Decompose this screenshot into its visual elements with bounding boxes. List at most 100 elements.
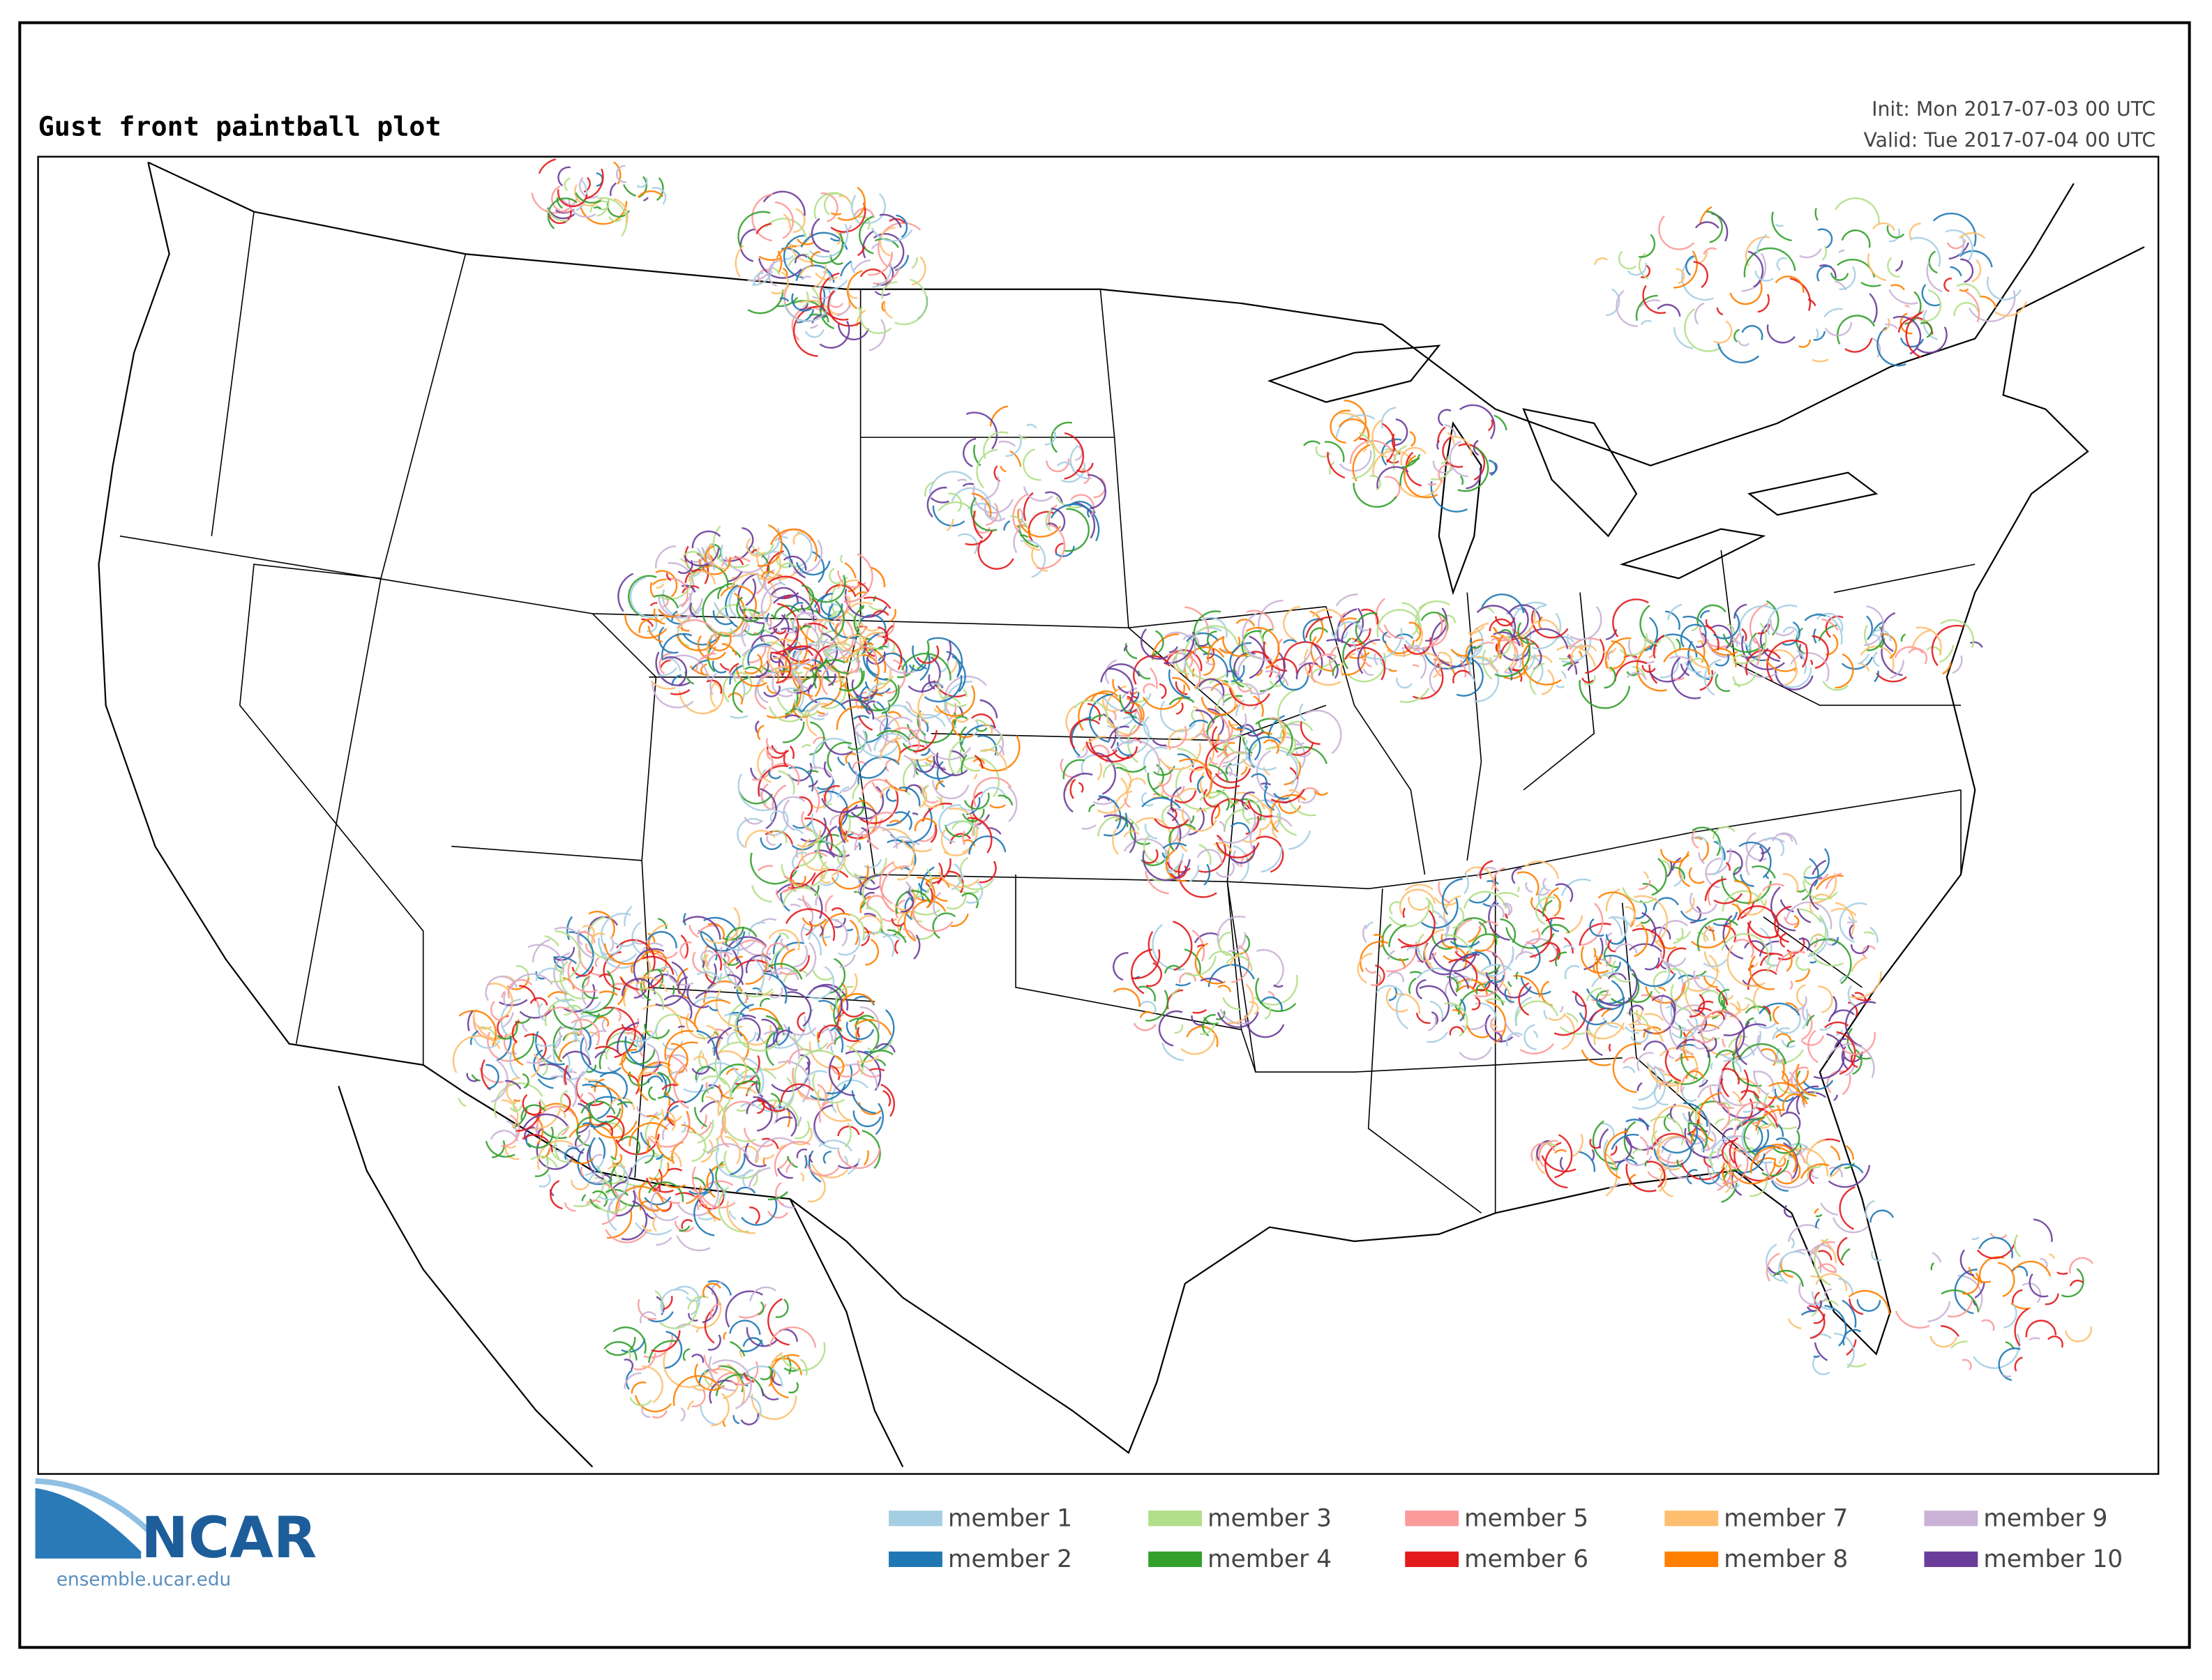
gust-front — [887, 711, 902, 718]
gust-front — [594, 1078, 605, 1092]
gust-front — [872, 262, 892, 288]
gust-front — [1660, 849, 1690, 863]
gust-front — [1807, 917, 1829, 958]
gust-front — [2045, 1293, 2059, 1306]
gust-front — [882, 918, 897, 922]
gust-front — [1815, 1273, 1848, 1292]
gust-front — [1395, 994, 1409, 1029]
gust-front — [1605, 934, 1627, 945]
gust-front — [681, 1219, 693, 1229]
gust-front — [615, 1133, 660, 1156]
gust-front — [556, 197, 564, 209]
gust-front — [780, 948, 796, 969]
gust-front — [816, 779, 834, 790]
gust-front — [1940, 619, 1975, 649]
gust-front — [760, 783, 772, 811]
gust-front — [1012, 493, 1028, 534]
gust-front — [1851, 957, 1867, 972]
gust-front — [1554, 1149, 1567, 1154]
gust-front — [808, 575, 846, 603]
gust-front — [768, 929, 800, 951]
gust-front — [1217, 693, 1234, 713]
gust-front — [936, 761, 946, 788]
gust-front — [1602, 1017, 1618, 1028]
gust-front — [744, 817, 764, 825]
gust-front — [730, 715, 748, 719]
gust-front — [926, 486, 947, 518]
gust-front — [1623, 1121, 1637, 1160]
gust-front — [1808, 1305, 1826, 1339]
gust-front — [1626, 672, 1648, 681]
gust-front — [840, 800, 864, 843]
gust-front — [917, 785, 928, 809]
gust-front — [940, 828, 949, 854]
gust-front — [868, 604, 883, 611]
gust-front — [1728, 1036, 1748, 1048]
gust-front — [1637, 1020, 1642, 1025]
gust-front — [1401, 646, 1427, 679]
gust-front — [1186, 632, 1219, 642]
gust-front — [634, 1395, 672, 1413]
gust-front — [785, 607, 820, 618]
gust-front — [751, 885, 772, 903]
gust-front — [1524, 944, 1541, 974]
gust-front — [885, 637, 889, 649]
gust-front — [815, 272, 838, 281]
gust-front — [622, 184, 637, 197]
gust-front — [1242, 798, 1251, 824]
gust-front — [1466, 467, 1482, 490]
gust-front — [834, 618, 842, 630]
gust-front — [1131, 948, 1152, 994]
gust-front — [1456, 657, 1484, 697]
gust-front — [1225, 739, 1258, 755]
init-time: Init: Mon 2017-07-03 00 UTC — [1872, 98, 2155, 121]
gust-front — [696, 1030, 716, 1056]
gust-front — [783, 1024, 817, 1036]
gust-front — [1959, 235, 1965, 257]
gust-front — [1677, 1054, 1682, 1061]
gust-front — [1090, 690, 1119, 702]
gust-front — [686, 984, 709, 1008]
gust-front — [1275, 664, 1281, 679]
gust-front — [1397, 910, 1436, 947]
gust-front — [683, 912, 686, 926]
gust-front — [1470, 933, 1500, 949]
gust-front — [504, 1144, 520, 1160]
gust-front — [519, 985, 536, 1001]
gust-front — [1184, 606, 1210, 639]
gust-front — [1278, 675, 1309, 691]
gust-front — [501, 990, 506, 998]
gust-front — [1100, 663, 1141, 683]
gust-front — [838, 322, 870, 340]
gust-front — [935, 685, 976, 717]
gust-front — [1170, 786, 1182, 813]
gust-front — [811, 218, 830, 252]
gust-front — [1799, 248, 1822, 259]
gust-front — [1756, 234, 1768, 255]
gust-front — [1809, 893, 1832, 914]
gust-front — [516, 964, 529, 978]
gust-front — [911, 256, 926, 286]
gust-front — [840, 260, 852, 277]
gust-front — [1630, 1029, 1649, 1044]
gust-front — [819, 872, 839, 886]
gust-front — [944, 681, 972, 729]
gust-front — [1809, 1168, 1815, 1185]
gust-front — [809, 766, 835, 794]
gust-front — [856, 309, 866, 327]
gust-front — [894, 835, 916, 846]
gust-front — [830, 211, 842, 215]
gust-front — [775, 1299, 789, 1318]
gust-front — [1663, 648, 1710, 675]
gust-front — [1904, 304, 1910, 308]
gust-front — [1484, 979, 1494, 988]
gust-front — [778, 1061, 811, 1103]
gust-front — [625, 1048, 656, 1065]
legend-swatch — [1664, 1511, 1719, 1527]
gust-front — [894, 278, 928, 326]
gust-front — [981, 748, 1007, 771]
gust-front — [1504, 1021, 1520, 1038]
gust-front — [1798, 1280, 1828, 1306]
gust-front — [624, 905, 633, 927]
gust-front — [1890, 284, 1905, 291]
